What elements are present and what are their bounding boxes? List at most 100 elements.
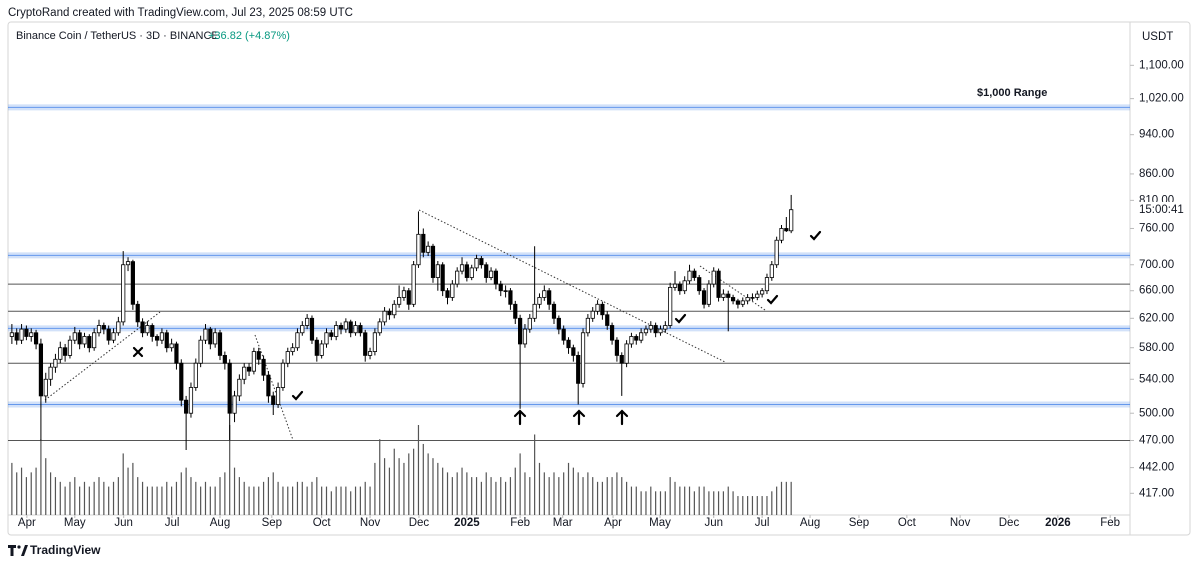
volume-bar: [655, 491, 657, 515]
volume-bar: [621, 477, 623, 515]
candle-body: [488, 270, 494, 278]
candle-body: [372, 332, 378, 352]
x-tick-label: Nov: [950, 517, 971, 529]
countdown-bg: [1134, 202, 1188, 218]
volume-bar: [383, 458, 386, 515]
volume-bar: [417, 425, 420, 515]
candle-body: [125, 261, 131, 266]
candle-body: [774, 239, 779, 266]
candle-body: [706, 283, 711, 305]
volume-bar: [98, 477, 100, 515]
candle-body: [77, 332, 82, 345]
volume-bar: [577, 472, 579, 515]
candle-body: [382, 310, 387, 323]
volume-bar: [253, 486, 255, 515]
candle-body: [595, 303, 600, 312]
candle-body: [208, 328, 213, 345]
y-tick-label: 940.00: [1139, 129, 1174, 141]
candle-body: [648, 325, 653, 330]
volume-bar: [59, 481, 61, 515]
candle-body: [551, 303, 557, 319]
volume-bar: [737, 496, 739, 515]
levels: [8, 104, 1130, 442]
candle-body: [227, 362, 232, 414]
candle-body: [600, 303, 605, 316]
volume-bar: [446, 472, 449, 515]
candle-body: [769, 264, 774, 278]
check-marker: [809, 230, 822, 241]
volume-bar: [79, 486, 81, 515]
candle-body: [63, 347, 68, 356]
candle-body: [614, 339, 620, 356]
candle-body: [503, 290, 508, 292]
volume-bar: [471, 477, 473, 515]
volume-bar: [74, 477, 76, 515]
x-tick-label: Apr: [604, 517, 622, 529]
x-tick-label: Feb: [1100, 517, 1120, 529]
volume-bar: [141, 481, 144, 515]
candle-body: [735, 300, 741, 305]
candle-body: [203, 328, 208, 341]
volume-bar: [364, 481, 366, 515]
volume-bar: [25, 477, 27, 515]
x-tick-label: Sep: [849, 517, 869, 529]
volume-bar: [456, 472, 458, 515]
change: +36.82 (+4.87%): [208, 30, 290, 42]
candle-body: [721, 293, 726, 298]
volume-bar: [122, 453, 124, 515]
volume-bar: [204, 481, 207, 515]
volume-bar: [185, 467, 187, 515]
candle-body: [658, 328, 663, 334]
candle-body: [159, 332, 165, 341]
x-tick-label: 2026: [1045, 517, 1071, 529]
candle-body: [164, 332, 169, 349]
candle-body: [314, 339, 319, 356]
candle-body: [784, 228, 789, 232]
candle-body: [532, 303, 537, 319]
candle-body: [309, 317, 315, 341]
volume-bar: [751, 496, 754, 515]
volume-bar: [195, 481, 197, 515]
x-tick-label: Nov: [360, 517, 381, 529]
x-tick-label: Sep: [262, 517, 282, 529]
volume-bar: [175, 481, 178, 515]
candle-body: [222, 355, 227, 364]
candle-body: [67, 339, 73, 356]
candle-body: [745, 297, 750, 302]
candle-body: [542, 290, 547, 298]
candle-body: [677, 283, 682, 292]
candle-body: [561, 328, 566, 341]
candle-body: [266, 374, 271, 397]
candle-body: [358, 325, 363, 334]
volume-bar: [659, 491, 662, 515]
arrow-marker: [615, 409, 629, 426]
volume-bar: [437, 462, 439, 515]
candle-body: [474, 258, 479, 269]
candle-body: [9, 332, 14, 337]
candle-body: [24, 328, 29, 337]
candle-body: [213, 332, 218, 345]
volume-bar: [229, 425, 231, 515]
volume-bar: [156, 486, 158, 515]
candle-body: [285, 351, 290, 364]
volume-bar: [243, 481, 245, 515]
y-tick-label: 580.00: [1139, 342, 1174, 354]
volume-bar: [514, 467, 516, 515]
candle-body: [687, 270, 692, 282]
candle-body: [82, 336, 87, 345]
x-tick-label: Feb: [510, 517, 530, 529]
candle-body: [96, 325, 102, 334]
volume-bar: [708, 491, 710, 515]
volume-bar: [427, 453, 429, 515]
volume-bar: [466, 472, 468, 515]
candle-body: [479, 258, 484, 266]
volume-bar: [108, 486, 110, 515]
volume-bar: [475, 477, 478, 515]
candle-body: [760, 290, 765, 295]
candle-body: [411, 264, 416, 305]
candle-body: [334, 325, 339, 337]
candle-body: [53, 358, 58, 368]
volume-bar: [761, 496, 763, 515]
y-tick-label: 417.00: [1139, 487, 1174, 499]
volume-bar: [393, 448, 395, 515]
